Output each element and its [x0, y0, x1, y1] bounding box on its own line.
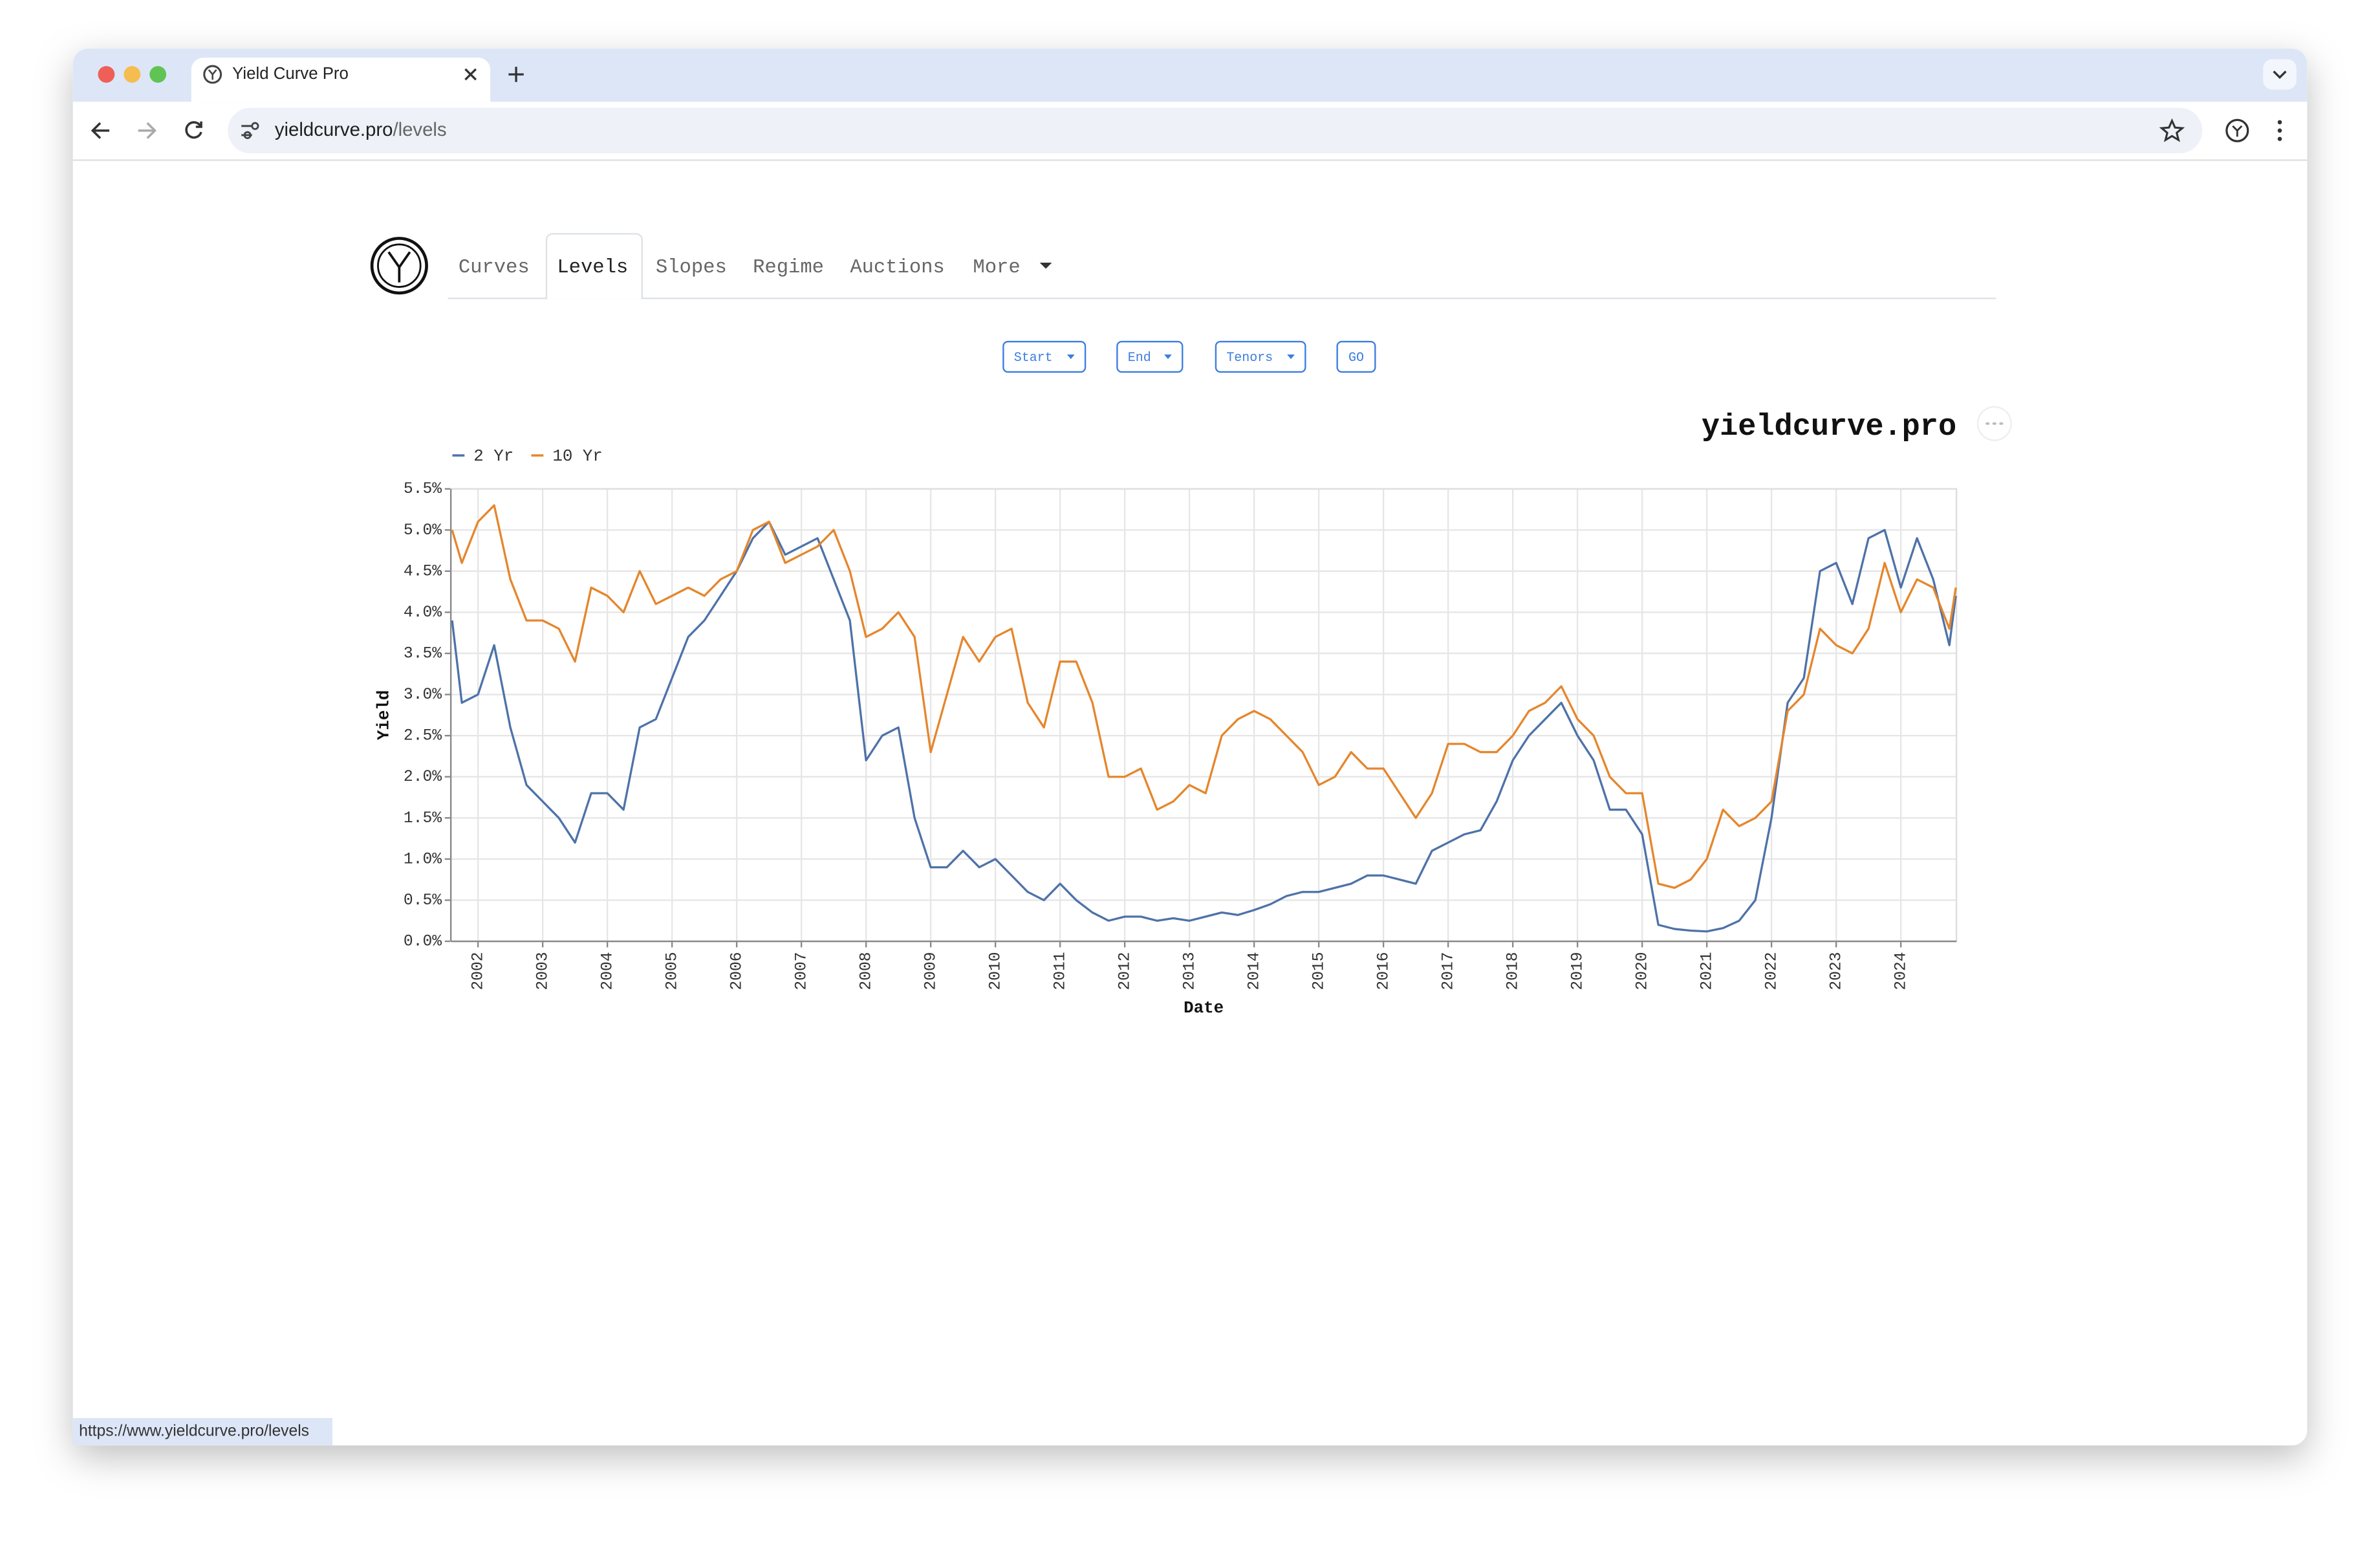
legend-label: 10 Yr	[552, 447, 602, 466]
control-button[interactable]	[1215, 340, 1306, 373]
site-logo-mark	[387, 251, 411, 283]
x-tick-label: 2017	[1440, 952, 1458, 990]
x-tick-label: 2004	[599, 952, 617, 990]
tab-title: Yield Curve Pro	[232, 65, 349, 83]
tab-strip	[72, 49, 2308, 102]
nav: Curves Levels Slopes Regime Auctions More	[459, 233, 1052, 300]
nav-caret	[1039, 262, 1052, 269]
y-tick-label: 4.5%	[404, 562, 442, 580]
control-caret	[1066, 354, 1075, 360]
x-tick-label: 2016	[1375, 952, 1393, 990]
control-label: End	[1128, 350, 1151, 365]
control-button[interactable]	[1116, 340, 1184, 373]
url-host: yieldcurve.pro	[275, 119, 393, 140]
x-tick-label: 2005	[664, 952, 682, 990]
x-tick-label: 2022	[1763, 952, 1781, 990]
minimize-window[interactable]	[124, 66, 141, 83]
x-tick-label: 2009	[922, 952, 940, 990]
tab-search[interactable]	[2263, 59, 2297, 90]
x-tick-label: 2013	[1181, 952, 1199, 990]
x-tick-label: 2018	[1504, 952, 1522, 990]
x-axis-label: Date	[1184, 999, 1224, 1018]
x-tick-label: 2024	[1892, 952, 1910, 990]
menu-dot[interactable]	[2277, 128, 2282, 133]
y-tick-label: 1.0%	[404, 850, 442, 868]
x-tick-label: 2003	[534, 952, 552, 990]
nav-active-tab	[545, 233, 643, 300]
status-bar	[72, 1417, 333, 1446]
nav-item[interactable]: Auctions	[850, 257, 944, 279]
menu-dot[interactable]	[2277, 120, 2282, 125]
legend-label: 2 Yr	[473, 447, 514, 466]
controls: Start End Tenors GO	[1002, 340, 1376, 373]
omnibox[interactable]	[228, 107, 2203, 154]
status-url: https://www.yieldcurve.pro/levels	[79, 1423, 309, 1440]
y-tick-label: 3.5%	[404, 644, 442, 662]
profile-icon	[2232, 125, 2243, 137]
bookmark-star[interactable]	[2159, 118, 2185, 142]
x-tick-label: 2023	[1828, 952, 1846, 990]
tab-close[interactable]	[464, 68, 477, 81]
nav-item[interactable]: Slopes	[656, 257, 727, 279]
y-tick-label: 2.5%	[404, 727, 442, 745]
x-tick-label: 2014	[1246, 952, 1264, 990]
x-tick-label: 2008	[858, 952, 876, 990]
nav-item[interactable]: More	[973, 257, 1020, 279]
tab[interactable]	[191, 58, 491, 102]
tab-favicon-mark	[208, 69, 217, 80]
series-line	[451, 504, 1957, 890]
site-info-dot	[243, 131, 252, 139]
x-tick-label: 2007	[793, 952, 811, 990]
x-tick-label: 2020	[1634, 952, 1652, 990]
tab-favicon	[203, 65, 222, 84]
chart: 0.0% 0.5% 1.0% 1.5% 2.0% 2.5% 3.0% 3.5% 4.0% 4.5%…	[375, 447, 1958, 1018]
x-tick-label: 2019	[1569, 952, 1587, 990]
y-axis-label: Yield	[375, 690, 394, 740]
y-tick-label: 2.0%	[404, 768, 442, 786]
maximize-window[interactable]	[149, 66, 167, 83]
control-label: Tenors	[1226, 350, 1273, 365]
profile-button[interactable]	[2225, 118, 2249, 142]
tab-search-icon	[2273, 71, 2287, 80]
y-tick-label: 4.0%	[404, 604, 442, 622]
site-logo-inner	[377, 243, 422, 288]
nav-item[interactable]: Levels	[557, 257, 628, 279]
x-tick-label: 2021	[1698, 952, 1716, 990]
control-label: Start	[1014, 350, 1053, 365]
y-tick-label: 5.0%	[404, 521, 442, 540]
control-button[interactable]	[1002, 340, 1087, 373]
control-label: GO	[1348, 350, 1364, 365]
y-tick-label: 0.5%	[404, 891, 442, 910]
forward-button[interactable]	[138, 122, 157, 139]
control-caret	[1164, 354, 1172, 360]
y-tick-label: 0.0%	[404, 933, 442, 951]
url-path: /levels	[393, 119, 446, 140]
new-tab[interactable]	[508, 67, 524, 82]
x-tick-label: 2011	[1052, 952, 1070, 990]
reload-button[interactable]	[185, 121, 202, 139]
chart-title: yieldcurve.pro	[1702, 410, 1956, 444]
y-tick-label: 1.5%	[404, 809, 442, 827]
nav-item[interactable]: Regime	[753, 257, 824, 279]
y-tick-label: 3.0%	[404, 686, 442, 704]
x-tick-label: 2015	[1310, 952, 1328, 990]
control-button[interactable]	[1336, 340, 1376, 373]
nav-item[interactable]: Curves	[459, 257, 530, 279]
site-logo[interactable]	[370, 237, 428, 295]
series-line	[451, 520, 1957, 933]
control-caret	[1287, 354, 1295, 360]
y-tick-label: 5.5%	[404, 480, 442, 498]
x-tick-label: 2012	[1116, 952, 1134, 990]
url: yieldcurve.pro/levels	[275, 119, 447, 140]
site-info-dot	[251, 122, 259, 130]
x-tick-label: 2010	[987, 952, 1005, 990]
back-button[interactable]	[91, 122, 110, 139]
menu-dot[interactable]	[2277, 137, 2282, 142]
x-tick-label: 2002	[470, 952, 488, 990]
close-window[interactable]	[98, 66, 115, 83]
x-tick-label: 2006	[728, 952, 746, 990]
